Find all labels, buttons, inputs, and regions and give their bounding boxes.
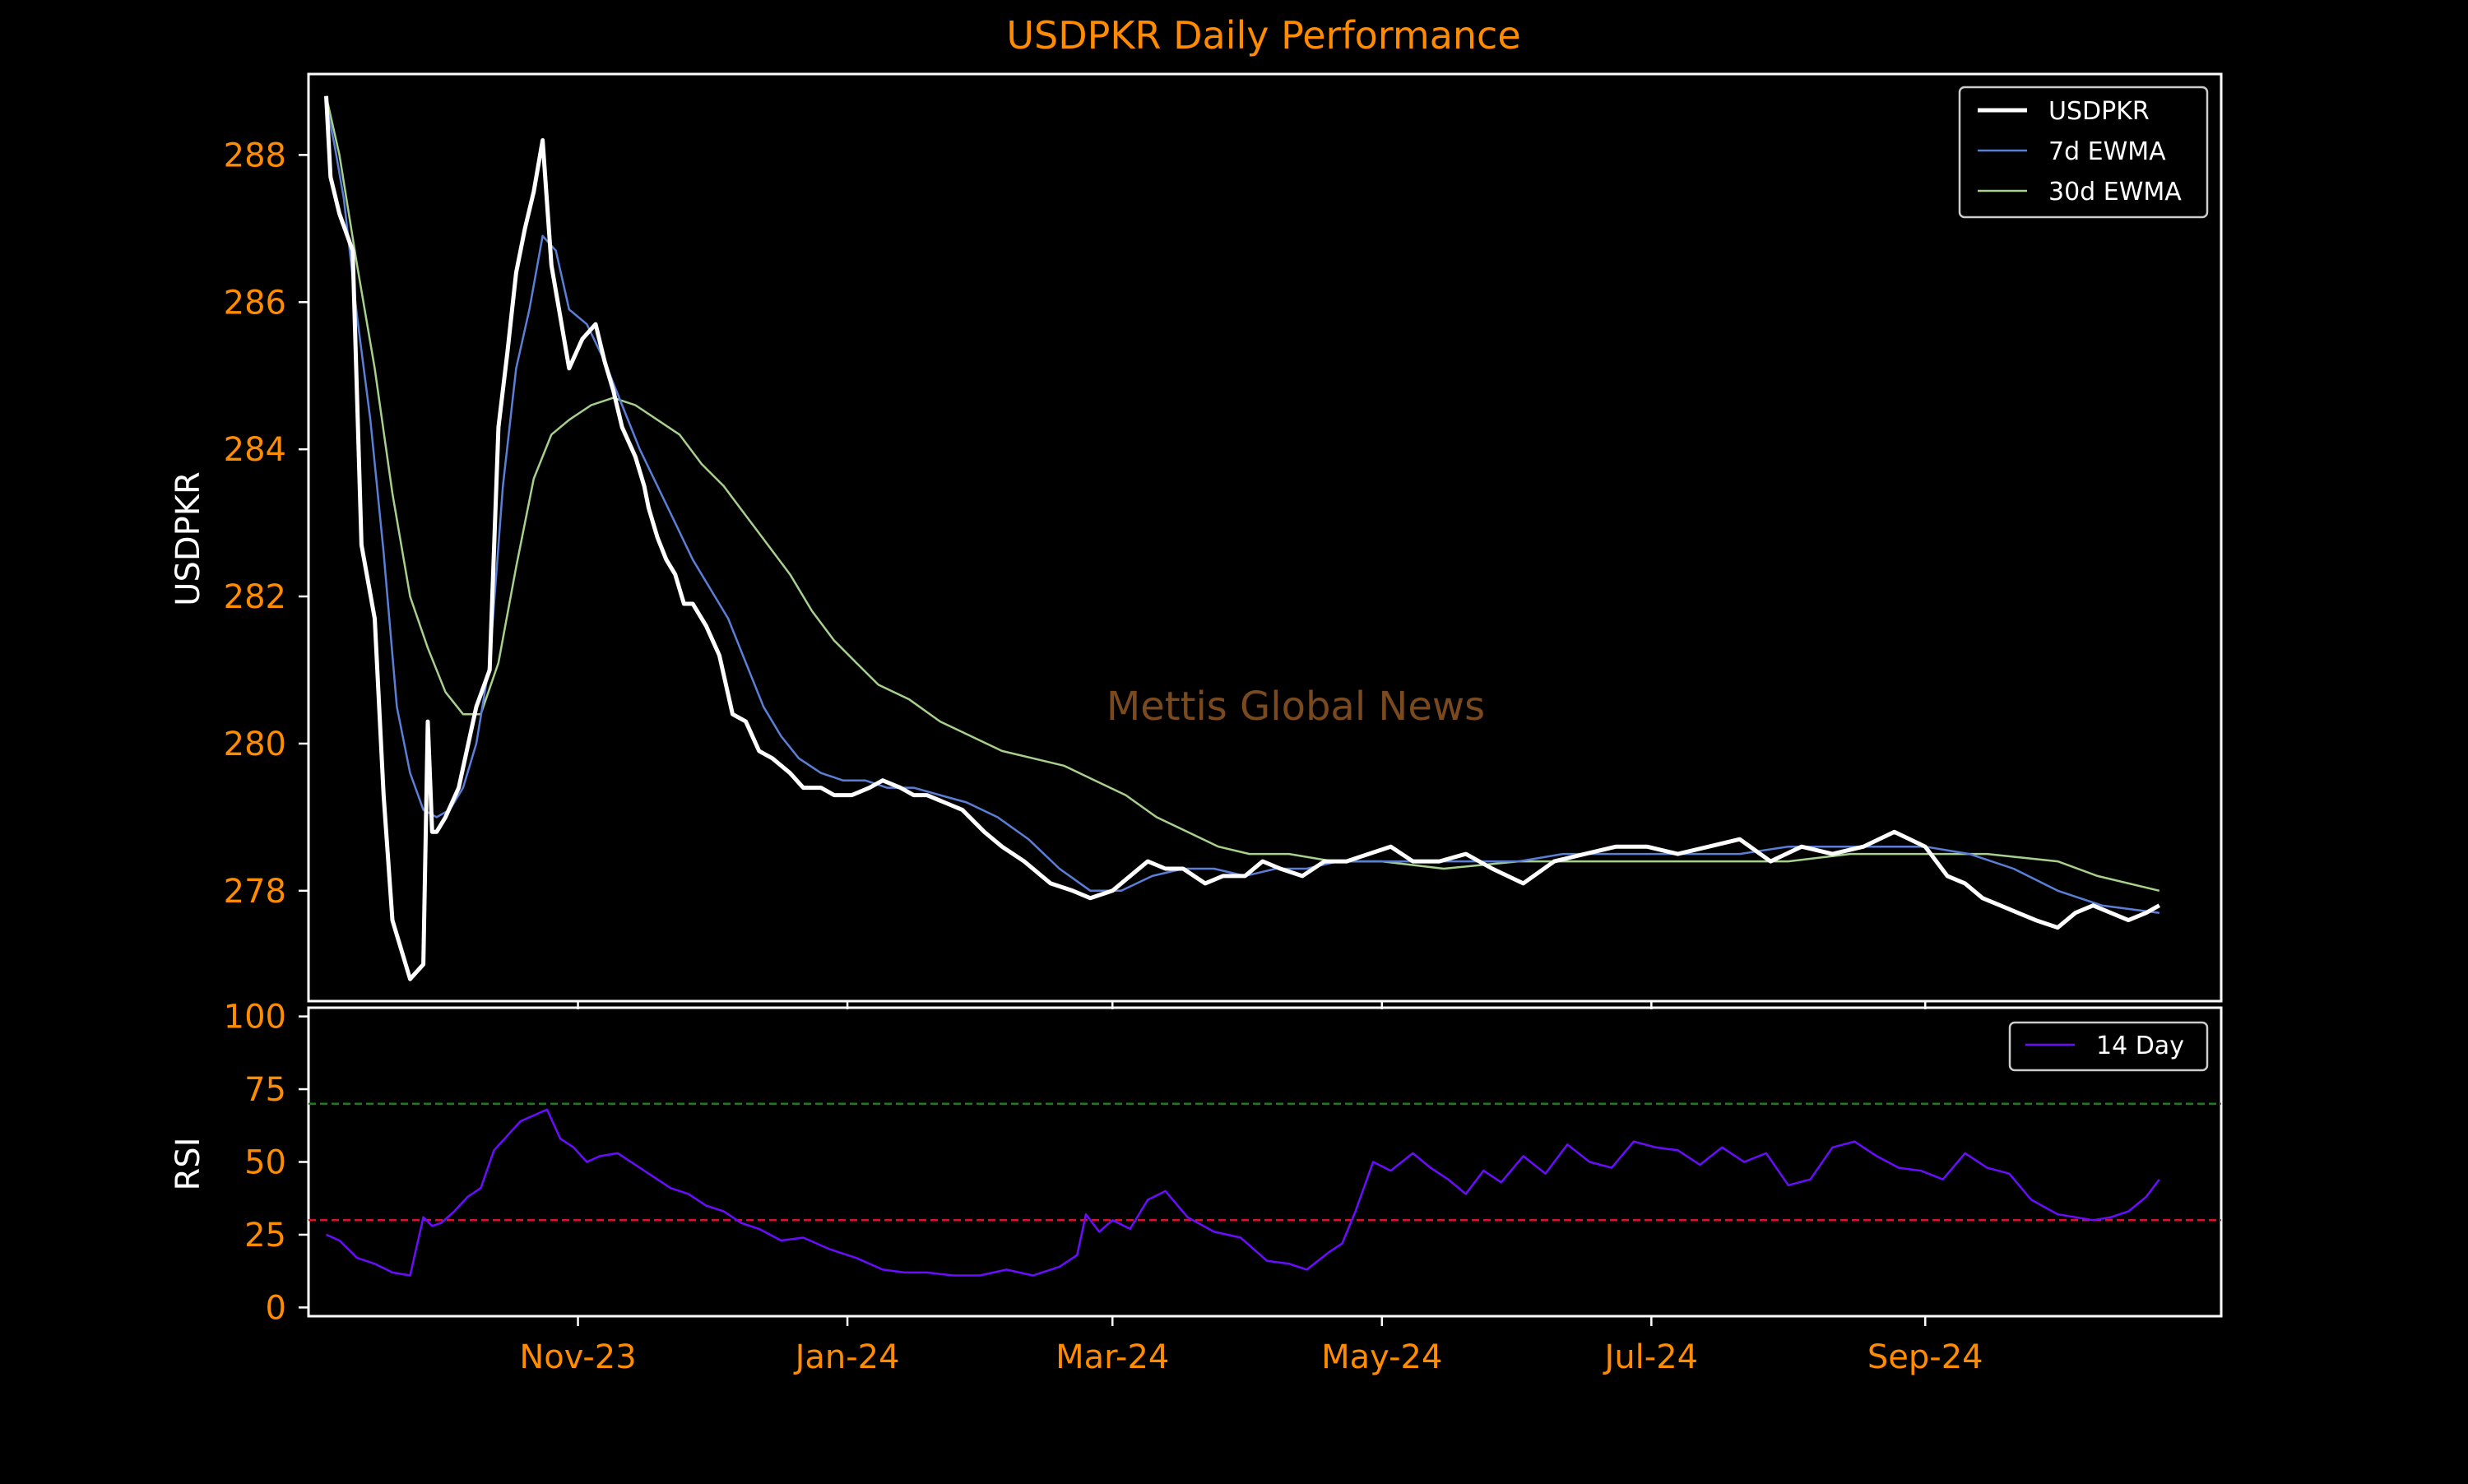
rsi-y-tick-label: 100 — [224, 999, 286, 1036]
legend-label-rsi: 14 Day — [2096, 1032, 2184, 1060]
price-y-tick-label: 278 — [224, 873, 286, 911]
x-tick-label: Nov-23 — [519, 1338, 636, 1376]
x-tick-label: May-24 — [1321, 1338, 1442, 1376]
price-y-axis: 278 280 282 284 286 288 — [224, 137, 308, 911]
rsi-y-axis-label: RSI — [169, 1138, 207, 1191]
rsi-y-tick-label: 50 — [244, 1144, 286, 1182]
watermark: Mettis Global News — [1106, 684, 1485, 730]
price-y-tick-label: 282 — [224, 578, 286, 616]
legend-label-ewma30: 30d EWMA — [2048, 178, 2182, 206]
series-line-ewma30 — [325, 95, 2160, 893]
rsi-y-tick-label: 0 — [266, 1289, 286, 1327]
price-y-tick-label: 280 — [224, 726, 286, 763]
price-y-tick-label: 286 — [224, 284, 286, 322]
price-legend: USDPKR 7d EWMA 30d EWMA — [1958, 86, 2209, 219]
x-tick-label: Jul-24 — [1603, 1338, 1699, 1376]
price-y-axis-label: USDPKR — [169, 471, 207, 606]
rsi-legend-box — [2008, 1021, 2209, 1072]
x-tick-label: Mar-24 — [1055, 1338, 1169, 1376]
rsi-series-lines — [325, 1108, 2160, 1277]
rsi-threshold-lines — [308, 1102, 2221, 1222]
price-panel-frame — [307, 72, 2223, 1003]
x-tick-label: Jan-24 — [793, 1338, 900, 1376]
legend-label-ewma7: 7d EWMA — [2048, 137, 2166, 166]
price-y-tick-label: 284 — [224, 431, 286, 469]
rsi-panel: 0 25 50 75 100 RSI Nov-23 Jan-24 Mar-24 May-24 J… — [169, 999, 2223, 1376]
price-series-lines — [324, 95, 2161, 981]
series-line-ewma7 — [325, 103, 2160, 914]
rsi-legend: 14 Day — [2008, 1021, 2209, 1072]
price-legend-box — [1958, 86, 2209, 219]
price-panel: 278 280 282 284 286 288 USDPKR Mettis Global … — [169, 72, 2223, 1009]
rsi-y-tick-label: 75 — [244, 1071, 286, 1109]
rsi-y-tick-label: 25 — [244, 1217, 286, 1254]
series-line-rsi-14 — [325, 1108, 2160, 1277]
x-tick-label: Sep-24 — [1867, 1338, 1983, 1376]
legend-label-usdpkr: USDPKR — [2048, 97, 2150, 126]
series-line-usdpkr — [324, 95, 2161, 981]
rsi-x-axis: Nov-23 Jan-24 Mar-24 May-24 Jul-24 Sep-24 — [519, 1316, 1983, 1376]
chart-title: USDPKR Daily Performance — [1006, 13, 1520, 58]
price-y-tick-label: 288 — [224, 137, 286, 174]
rsi-y-axis: 0 25 50 75 100 — [224, 999, 308, 1327]
